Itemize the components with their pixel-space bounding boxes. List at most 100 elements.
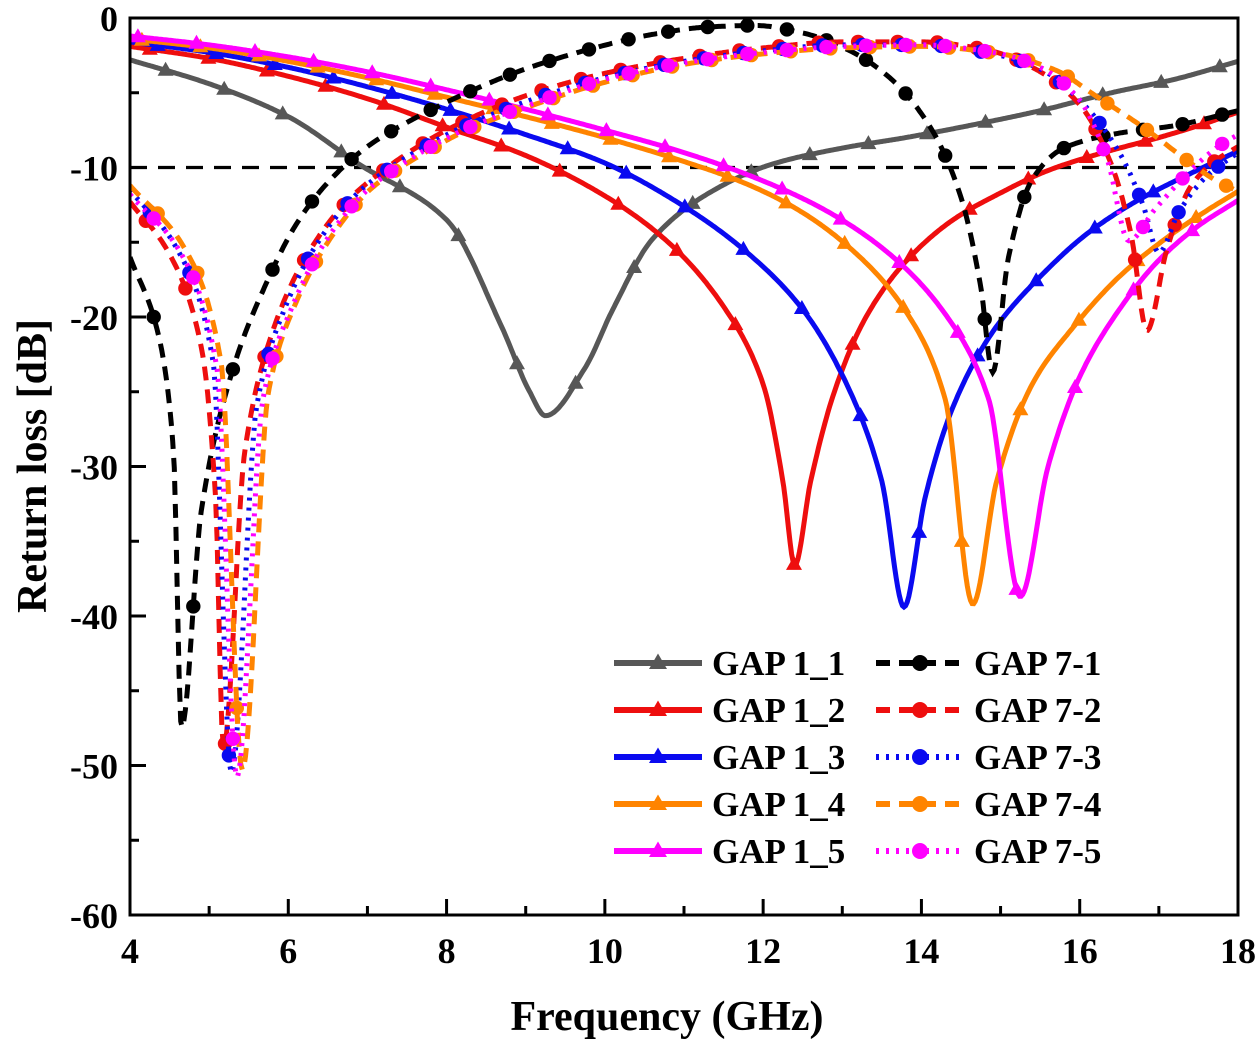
circle-marker: [1171, 205, 1186, 220]
triangle-marker: [977, 113, 994, 128]
triangle-marker: [188, 34, 205, 49]
legend-label-gap-1-3: GAP 1_3: [712, 738, 845, 777]
x-tick-label-16: 16: [1062, 931, 1098, 971]
legend-label-gap-1-5: GAP 1_5: [712, 832, 845, 871]
series-gap-7-1-markers: [146, 18, 1230, 614]
legend-label-gap-7-3: GAP 7-3: [974, 738, 1101, 777]
triangle-marker: [903, 247, 920, 262]
series-gap-7-5-markers: [146, 37, 1230, 746]
series-gap-1-2-line: [130, 43, 1238, 570]
circle-marker: [344, 152, 359, 167]
series-gap-1-4: [130, 31, 1238, 607]
triangle-marker: [1078, 149, 1095, 163]
legend-triangle-marker: [649, 700, 667, 716]
circle-marker: [265, 262, 280, 277]
legend-item-gap-7-5: GAP 7-5: [876, 832, 1101, 871]
triangle-marker: [364, 64, 381, 79]
circle-marker: [1218, 178, 1234, 193]
legend-circle-marker: [912, 796, 928, 812]
circle-marker: [977, 43, 992, 59]
x-tick-label-12: 12: [745, 931, 781, 971]
triangle-marker: [208, 45, 225, 59]
triangle-marker: [141, 40, 158, 55]
circle-marker: [898, 86, 913, 101]
triangle-marker: [668, 241, 685, 256]
circle-marker: [779, 42, 795, 58]
circle-marker: [463, 84, 478, 99]
triangle-marker: [317, 77, 334, 92]
series-gap-1-2-markers: [141, 40, 1212, 570]
circle-marker: [858, 38, 874, 53]
legend-label-gap-1-4: GAP 1_4: [712, 785, 845, 824]
circle-marker: [542, 53, 557, 69]
series-gap-7-3-line: [130, 42, 1238, 782]
circle-marker: [1139, 122, 1155, 138]
triangle-marker: [200, 49, 217, 64]
circle-marker: [229, 700, 244, 716]
x-tick-label-18: 18: [1220, 931, 1256, 971]
circle-marker: [938, 148, 953, 163]
triangle-marker: [598, 122, 615, 137]
legend-triangle-marker: [649, 841, 667, 857]
circle-marker: [1096, 142, 1111, 157]
triangle-marker: [911, 523, 928, 538]
series-gap-7-1: [130, 18, 1238, 728]
legend-triangle-marker: [649, 653, 667, 669]
triangle-marker: [852, 407, 869, 422]
circle-marker: [423, 102, 438, 118]
legend-label-gap-1-1: GAP 1_1: [712, 644, 845, 683]
circle-marker: [304, 194, 320, 209]
triangle-marker: [836, 234, 853, 249]
legend-item-gap-7-2: GAP 7-2: [876, 691, 1101, 730]
circle-marker: [225, 362, 241, 377]
triangle-marker: [676, 198, 693, 213]
legend-circle-marker: [912, 749, 928, 765]
triangle-marker: [1036, 101, 1053, 116]
legend-label-gap-7-4: GAP 7-4: [974, 785, 1101, 824]
circle-marker: [1179, 152, 1194, 168]
circle-marker: [1215, 136, 1230, 152]
triangle-marker: [539, 106, 556, 121]
x-tick-label-10: 10: [587, 931, 623, 971]
legend-item-gap-7-3: GAP 7-3: [876, 738, 1101, 777]
triangle-marker: [450, 227, 467, 242]
triangle-marker: [543, 114, 560, 129]
circle-marker: [146, 309, 161, 325]
triangle-marker: [844, 335, 861, 350]
circle-marker: [1127, 252, 1143, 267]
y-tick-label--30: -30: [70, 448, 118, 488]
circle-marker: [384, 124, 399, 139]
triangle-marker: [325, 69, 342, 84]
circle-marker: [502, 104, 518, 120]
triangle-marker: [786, 555, 802, 570]
circle-marker: [858, 52, 874, 67]
circle-marker: [225, 731, 241, 746]
circle-marker: [384, 164, 399, 179]
triangle-marker: [559, 140, 576, 155]
triangle-marker: [1188, 209, 1205, 223]
circle-marker: [700, 19, 715, 35]
circle-marker: [1092, 115, 1107, 131]
legend-label-gap-7-1: GAP 7-1: [974, 644, 1101, 683]
circle-marker: [621, 32, 636, 47]
triangle-marker: [661, 148, 677, 163]
series-gap-1-5: [130, 28, 1238, 599]
triangle-marker: [657, 138, 673, 153]
triangle-marker: [1070, 311, 1087, 326]
legend: GAP 1_1 GAP 1_2 GAP 1_3 GAP 1_4 GAP 1_5 GAP 7…: [614, 644, 1101, 871]
triangle-marker: [895, 298, 912, 313]
legend-label-gap-7-2: GAP 7-2: [974, 691, 1101, 730]
triangle-marker: [778, 194, 795, 209]
triangle-marker: [953, 532, 970, 547]
circle-marker: [542, 90, 557, 105]
triangle-marker: [426, 85, 443, 100]
triangle-marker: [719, 167, 736, 182]
circle-marker: [1100, 96, 1115, 111]
triangle-marker: [735, 240, 752, 255]
triangle-marker: [481, 91, 498, 106]
triangle-marker: [216, 80, 233, 95]
legend-label-gap-1-2: GAP 1_2: [712, 691, 845, 730]
y-tick-label--50: -50: [70, 747, 118, 787]
legend-item-gap-1-4: GAP 1_4: [614, 785, 845, 824]
